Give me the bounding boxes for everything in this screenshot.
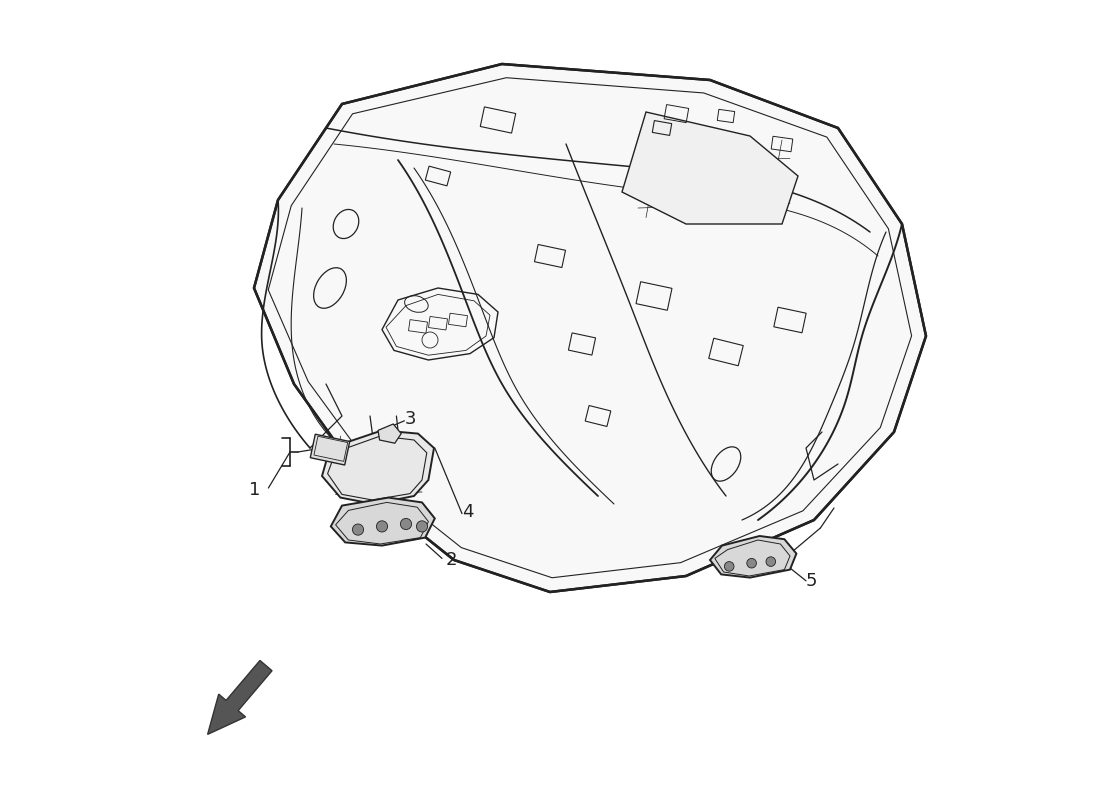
Polygon shape — [621, 112, 797, 224]
Text: 1: 1 — [249, 481, 261, 498]
Circle shape — [766, 557, 775, 566]
Polygon shape — [331, 498, 434, 546]
Polygon shape — [310, 434, 350, 465]
Polygon shape — [322, 430, 434, 504]
Circle shape — [747, 558, 757, 568]
Polygon shape — [208, 661, 272, 734]
Circle shape — [725, 562, 734, 571]
Text: 3: 3 — [405, 410, 416, 428]
Polygon shape — [710, 536, 796, 578]
Text: 2: 2 — [446, 551, 458, 569]
Polygon shape — [268, 78, 912, 578]
Text: 4: 4 — [462, 503, 473, 521]
Circle shape — [400, 518, 411, 530]
Circle shape — [352, 524, 364, 535]
Circle shape — [417, 521, 428, 532]
Polygon shape — [378, 424, 402, 443]
Text: 5: 5 — [806, 572, 817, 590]
Circle shape — [376, 521, 387, 532]
Polygon shape — [254, 64, 926, 592]
